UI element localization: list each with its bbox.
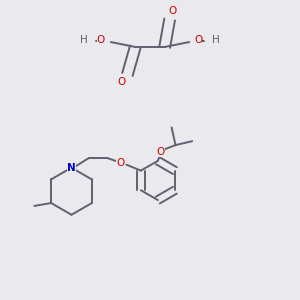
Text: H: H	[212, 35, 220, 45]
Text: O: O	[157, 147, 165, 157]
Text: O: O	[97, 35, 105, 45]
Text: O: O	[194, 35, 202, 45]
Text: O: O	[116, 158, 125, 168]
Text: N: N	[67, 163, 76, 173]
Text: O: O	[168, 6, 177, 16]
Text: H: H	[80, 35, 88, 45]
Text: O: O	[117, 77, 126, 87]
